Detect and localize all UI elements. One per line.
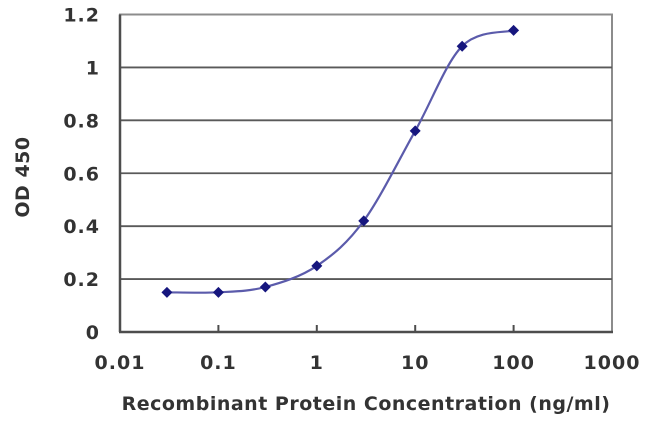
data-point-marker — [508, 24, 520, 36]
x-tick-label: 1 — [310, 352, 324, 374]
x-tick-label: 0.01 — [95, 352, 146, 374]
data-point-marker — [358, 215, 370, 227]
x-tick-label: 10 — [401, 352, 429, 374]
x-tick-label: 0.1 — [200, 352, 237, 374]
x-axis-title: Recombinant Protein Concentration (ng/ml… — [122, 393, 611, 415]
y-tick-label: 0.6 — [63, 163, 100, 185]
data-point-marker — [212, 286, 224, 298]
y-tick-label: 0 — [86, 322, 100, 344]
plot-area — [118, 13, 613, 334]
y-tick-label: 0.4 — [63, 216, 100, 238]
y-axis-title: OD 450 — [12, 136, 34, 217]
curve-line — [165, 29, 515, 294]
data-point-marker — [311, 260, 323, 272]
y-tick-label: 0.2 — [63, 269, 100, 291]
y-tick-label: 1.2 — [63, 5, 100, 27]
data-point-marker — [456, 40, 468, 52]
y-tick-label: 1 — [86, 57, 100, 79]
x-tick-label: 1000 — [584, 352, 641, 374]
data-point-marker — [409, 125, 421, 137]
y-tick-label: 0.8 — [63, 110, 100, 132]
axis-ticks: 0.01 0.1 1 10 100 1000 0 0.2 0.4 0.6 0.8 1 1.2 — [63, 5, 641, 375]
data-point-marker — [259, 281, 271, 293]
data-point-marker — [161, 286, 173, 298]
x-tick-label: 100 — [492, 352, 535, 374]
